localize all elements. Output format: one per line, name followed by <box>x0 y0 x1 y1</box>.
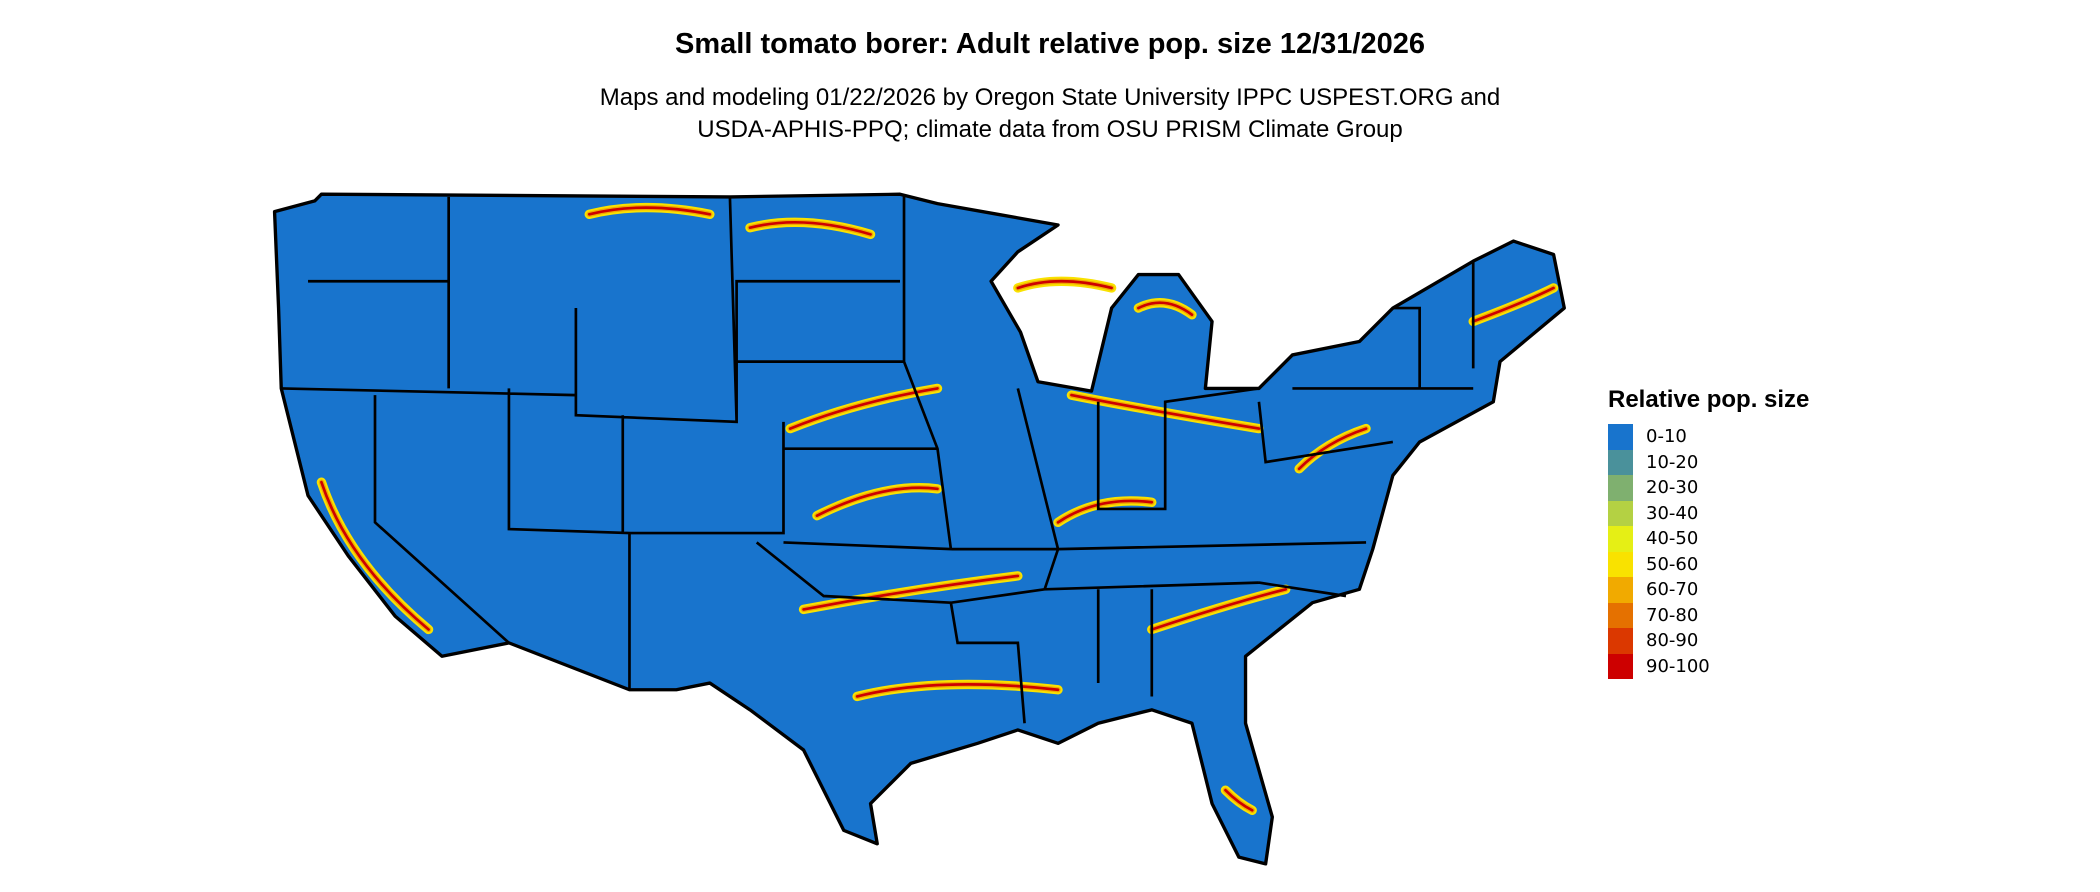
legend: Relative pop. size 0-10 10-20 20-30 30-40 40… <box>1608 386 1809 679</box>
legend-label: 60-70 <box>1646 579 1699 601</box>
legend-swatch <box>1608 424 1633 450</box>
hotspot-streak <box>1137 301 1194 317</box>
legend-label: 90-100 <box>1646 655 1710 677</box>
legend-swatch <box>1608 577 1633 603</box>
population-hotspots <box>316 202 1559 815</box>
hotspot-streak <box>1056 499 1154 524</box>
legend-item: 90-100 <box>1608 653 1809 679</box>
hotspot-streak <box>748 221 872 236</box>
hotspot-streak <box>788 387 939 430</box>
legend-label: 20-30 <box>1646 477 1699 499</box>
state-borders <box>281 194 1475 724</box>
legend-label: 40-50 <box>1646 528 1699 550</box>
legend-swatch <box>1608 475 1633 501</box>
hotspot-streak <box>802 574 1020 611</box>
map-title: Small tomato borer: Adult relative pop. … <box>675 28 1425 60</box>
hotspot-streak <box>1150 587 1288 631</box>
legend-swatch <box>1608 551 1633 577</box>
legend-item: 30-40 <box>1608 500 1809 526</box>
hotspot-streak <box>587 206 712 216</box>
legend-swatch <box>1608 500 1633 526</box>
legend-label: 70-80 <box>1646 604 1699 626</box>
legend-item: 70-80 <box>1608 602 1809 628</box>
map-subtitle-line2: USDA-APHIS-PPQ; climate data from OSU PR… <box>697 116 1403 143</box>
hotspot-streak <box>815 486 939 517</box>
legend-swatch <box>1608 628 1633 654</box>
legend-swatch <box>1608 526 1633 552</box>
us-outline <box>272 192 1566 866</box>
legend-title: Relative pop. size <box>1608 386 1810 413</box>
legend-item: 60-70 <box>1608 577 1809 603</box>
legend-item: 0-10 <box>1608 424 1809 450</box>
hotspot-streak <box>1471 286 1555 323</box>
legend-item: 40-50 <box>1608 526 1809 552</box>
legend-swatch <box>1608 653 1633 679</box>
hotspot-streak <box>1224 788 1254 812</box>
hotspot-streak <box>1070 393 1261 430</box>
legend-label: 80-90 <box>1646 630 1699 652</box>
legend-label: 30-40 <box>1646 502 1699 524</box>
map-subtitle-line1: Maps and modeling 01/22/2026 by Oregon S… <box>599 84 1501 111</box>
legend-label: 50-60 <box>1646 553 1699 575</box>
legend-label: 10-20 <box>1646 451 1699 473</box>
legend-item: 80-90 <box>1608 628 1809 654</box>
legend-label: 0-10 <box>1646 426 1687 448</box>
legend-item: 20-30 <box>1608 475 1809 501</box>
hotspot-streak <box>855 683 1060 698</box>
hotspot-streak <box>320 480 430 631</box>
hotspot-streak <box>1016 279 1113 290</box>
legend-item: 10-20 <box>1608 449 1809 475</box>
legend-swatch <box>1608 602 1633 628</box>
legend-item: 50-60 <box>1608 551 1809 577</box>
hotspot-streak <box>1297 427 1368 471</box>
legend-swatch <box>1608 449 1633 475</box>
